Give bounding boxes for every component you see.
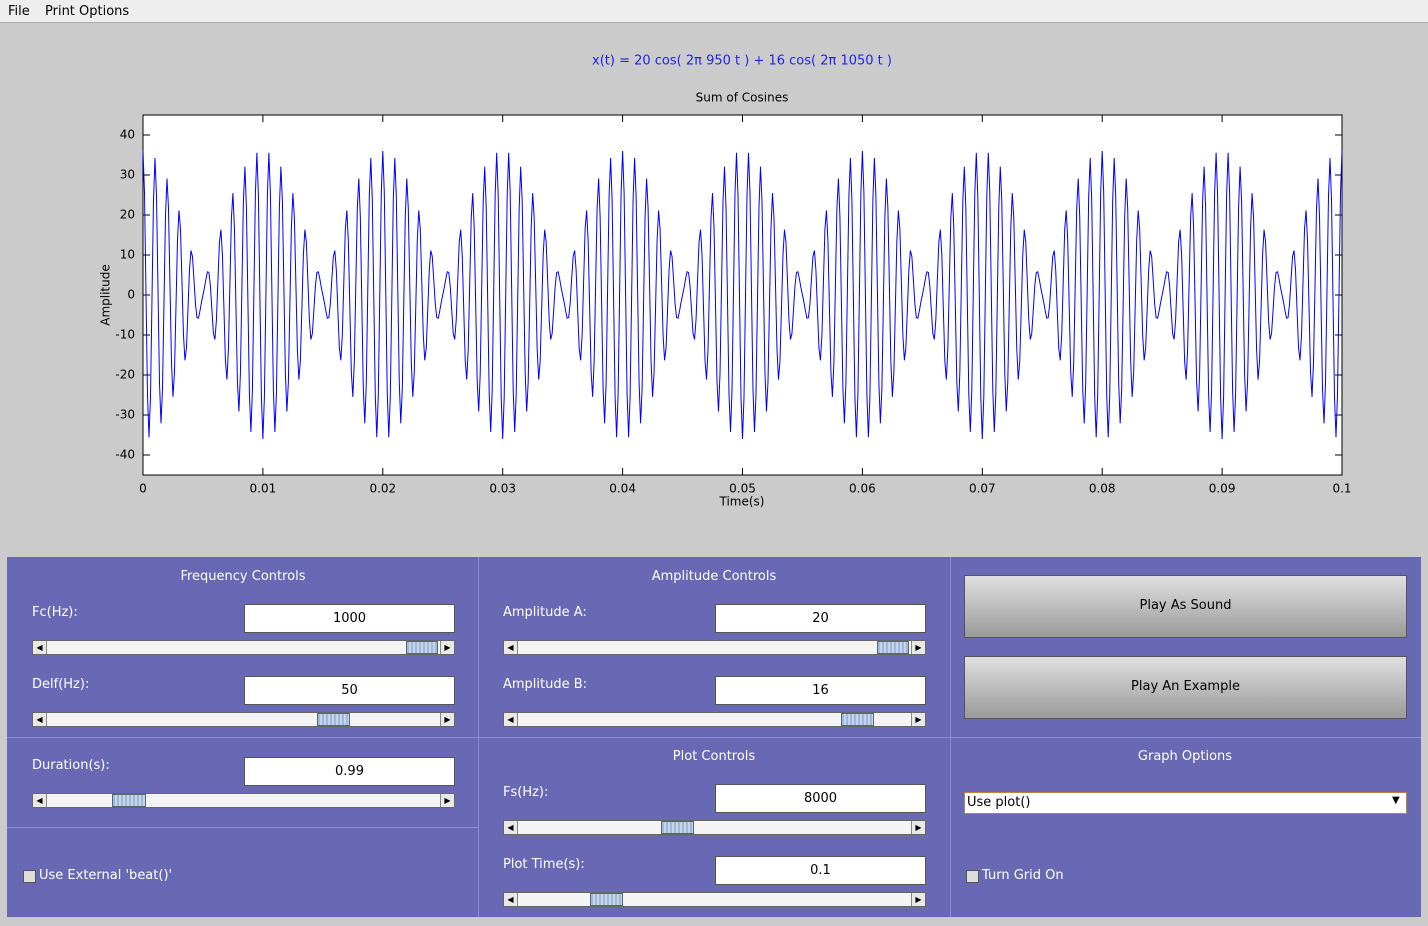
checkbox[interactable]	[966, 870, 979, 883]
slider-arrow[interactable]: ▶	[440, 794, 454, 807]
x-tick-label: 0.04	[609, 482, 636, 496]
checkbox[interactable]	[23, 870, 36, 883]
x-tick-label: 0.08	[1089, 482, 1116, 496]
panel-title: Amplitude Controls	[651, 569, 777, 584]
checkbox-label: Use External 'beat()'	[39, 868, 173, 883]
x-tick-label: 0.01	[250, 482, 277, 496]
formula: x(t) = 20 cos( 2π 950 t ) + 16 cos( 2π 1…	[592, 54, 892, 69]
x-tick-label: 0.09	[1209, 482, 1236, 496]
panel-title: Frequency Controls	[180, 569, 306, 584]
slider-thumb[interactable]	[661, 821, 694, 834]
slider-thumb[interactable]	[841, 713, 874, 726]
field-label: Fs(Hz):	[503, 785, 549, 800]
slider-arrow[interactable]: ◀	[504, 893, 518, 906]
slider[interactable]: ◀ ▶	[503, 640, 926, 655]
text-input[interactable]: 0.1	[715, 856, 926, 885]
field-label: Fc(Hz):	[32, 605, 78, 620]
text-input[interactable]: 20	[715, 604, 926, 633]
plot-area	[142, 114, 1343, 476]
y-tick-label: -30	[115, 408, 135, 422]
field-label: Amplitude A:	[503, 605, 587, 620]
text-input[interactable]: 0.99	[244, 757, 455, 786]
field-label: Plot Time(s):	[503, 857, 585, 872]
x-tick-label: 0.03	[489, 482, 516, 496]
slider-arrow[interactable]: ▶	[911, 641, 925, 654]
slider-arrow[interactable]: ◀	[504, 821, 518, 834]
slider[interactable]: ◀ ▶	[503, 712, 926, 727]
slider-arrow[interactable]: ▶	[911, 821, 925, 834]
text-input[interactable]: 1000	[244, 604, 455, 633]
y-tick-label: 20	[120, 208, 135, 222]
slider[interactable]: ◀ ▶	[503, 892, 926, 907]
slider-arrow[interactable]: ◀	[33, 713, 47, 726]
y-tick-label: -40	[115, 448, 135, 462]
field-label: Amplitude B:	[503, 677, 588, 692]
checkbox-label: Turn Grid On	[982, 868, 1064, 883]
text-input[interactable]: 16	[715, 676, 926, 705]
slider-arrow[interactable]: ▶	[911, 713, 925, 726]
slider[interactable]: ◀ ▶	[32, 712, 455, 727]
slider-thumb[interactable]	[877, 641, 909, 654]
slider-arrow[interactable]: ◀	[504, 641, 518, 654]
panel-title: Plot Controls	[672, 749, 756, 764]
button[interactable]: Play An Example	[964, 656, 1407, 719]
slider-arrow[interactable]: ▶	[440, 641, 454, 654]
x-tick-label: 0.06	[849, 482, 876, 496]
text-input[interactable]: 50	[244, 676, 455, 705]
y-tick-label: 40	[120, 128, 135, 142]
slider-thumb[interactable]	[112, 794, 146, 807]
slider[interactable]: ◀ ▶	[32, 793, 455, 808]
menu-item[interactable]: File	[8, 4, 30, 19]
dropdown-arrow: ▼	[1392, 795, 1400, 806]
x-tick-label: 0.02	[369, 482, 396, 496]
divider	[7, 737, 1421, 738]
dropdown[interactable]: Use plot()	[964, 792, 1407, 814]
slider-thumb[interactable]	[317, 713, 350, 726]
y-axis-label: Amplitude	[99, 264, 113, 326]
x-tick-label: 0.05	[729, 482, 756, 496]
x-tick-label: 0	[139, 482, 147, 496]
x-axis-label: Time(s)	[719, 495, 765, 509]
slider-arrow[interactable]: ▶	[911, 893, 925, 906]
divider	[7, 827, 478, 828]
chart-title: Sum of Cosines	[696, 91, 789, 105]
slider[interactable]: ◀ ▶	[503, 820, 926, 835]
chart: x(t) = 20 cos( 2π 950 t ) + 16 cos( 2π 1…	[99, 54, 1352, 509]
y-tick-label: -10	[115, 328, 135, 342]
field-label: Duration(s):	[32, 758, 110, 773]
y-tick-label: -20	[115, 368, 135, 382]
menu-item[interactable]: Print Options	[45, 4, 130, 19]
slider-thumb[interactable]	[590, 893, 623, 906]
menu-bar: File Print Options	[0, 0, 1428, 23]
button[interactable]: Play As Sound	[964, 575, 1407, 638]
x-tick-label: 0.1	[1332, 482, 1351, 496]
slider-arrow[interactable]: ▶	[440, 713, 454, 726]
slider-thumb[interactable]	[406, 641, 438, 654]
slider-arrow[interactable]: ◀	[504, 713, 518, 726]
y-tick-label: 30	[120, 168, 135, 182]
panel-title: Graph Options	[1137, 749, 1233, 764]
slider-arrow[interactable]: ◀	[33, 641, 47, 654]
x-tick-label: 0.07	[969, 482, 996, 496]
field-label: Delf(Hz):	[32, 677, 90, 692]
slider[interactable]: ◀ ▶	[32, 640, 455, 655]
y-tick-label: 0	[127, 288, 135, 302]
text-input[interactable]: 8000	[715, 784, 926, 813]
slider-arrow[interactable]: ◀	[33, 794, 47, 807]
signal-line	[142, 150, 1343, 440]
y-tick-label: 10	[120, 248, 135, 262]
